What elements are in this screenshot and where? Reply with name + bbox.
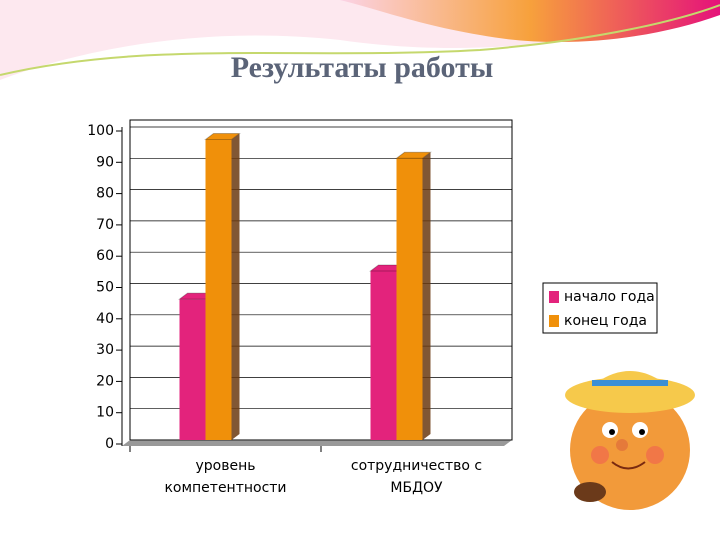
legend-label: начало года	[564, 289, 655, 305]
y-tick-label: 60	[96, 248, 114, 264]
chart-title: Результаты работы	[231, 51, 494, 84]
y-tick-label: 70	[96, 217, 114, 233]
x-tick-label: сотрудничество с МБДОУ	[350, 458, 483, 496]
mascot	[565, 371, 695, 510]
y-tick-label: 90	[96, 154, 114, 170]
y-tick-label: 40	[96, 311, 114, 327]
y-tick-label: 50	[96, 280, 114, 296]
wave-line	[0, 4, 720, 76]
y-tick-label: 10	[96, 405, 114, 421]
bar-side	[422, 152, 431, 441]
bar	[205, 139, 232, 440]
y-tick-label: 100	[87, 123, 114, 139]
legend-swatch	[549, 315, 559, 327]
floor	[122, 440, 512, 446]
y-tick-label: 0	[105, 436, 114, 452]
y-tick-label: 30	[96, 342, 114, 358]
legend-swatch	[549, 291, 559, 303]
legend	[542, 282, 658, 334]
y-tick-label: 80	[96, 186, 114, 202]
y-tick-label: 20	[96, 373, 114, 389]
bar-side	[231, 133, 240, 440]
wave-front	[340, 0, 720, 43]
x-tick-label: уровень компетентности	[164, 458, 287, 496]
legend-label: конец года	[564, 313, 647, 329]
bar	[396, 158, 423, 441]
bar	[370, 270, 397, 440]
bar	[179, 299, 206, 440]
